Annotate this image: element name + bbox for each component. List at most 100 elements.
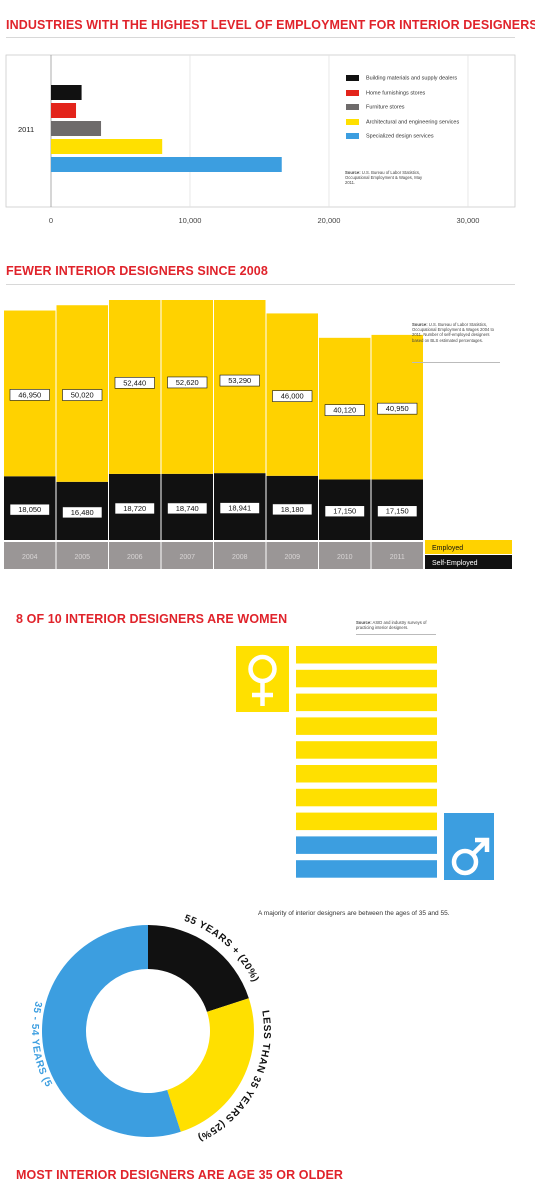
industries-bar [51, 139, 163, 154]
industries-bar [51, 103, 77, 118]
gender-source-rule [356, 634, 436, 635]
age-donut-slice [167, 998, 254, 1132]
employed-value-label: 40,950 [386, 404, 409, 413]
employed-label-box [324, 404, 365, 416]
employed-label-box [114, 377, 155, 389]
self-employed-value-label: 17,150 [333, 507, 356, 516]
age-label-35-54: 35 - 54 YEARS (55%) [0, 895, 54, 1089]
gender-pictogram [236, 646, 494, 880]
year-strip [161, 542, 213, 569]
age-note: A majority of interior designers are bet… [258, 910, 450, 917]
industries-title-rule [6, 37, 515, 38]
employment-source: Source: U.S. Bureau of Labor Statistics,… [412, 322, 495, 343]
year-strip [319, 542, 371, 569]
employment-chart-title: FEWER INTERIOR DESIGNERS SINCE 2008 [6, 264, 268, 278]
industries-legend-swatch [346, 89, 359, 96]
self-employed-label-box [324, 505, 365, 518]
self-employed-value-label: 18,720 [123, 504, 146, 513]
age-chart-title: MOST INTERIOR DESIGNERS ARE AGE 35 OR OL… [16, 1168, 344, 1182]
self-employed-label-box [62, 506, 103, 519]
employed-label-box [62, 389, 103, 401]
industries-legend-swatch [346, 118, 359, 125]
age-donut-chart: 55 YEARS + (20%)LESS THAN 35 YEARS (25%)… [0, 895, 271, 1143]
year-strip [371, 542, 423, 569]
industries-category-label: 2011 [18, 125, 34, 134]
year-strip [214, 542, 266, 569]
employed-value-label: 53,290 [228, 376, 251, 385]
employed-value-label: 50,020 [71, 391, 94, 400]
industries-legend-swatch [346, 104, 359, 110]
year-strip [109, 542, 161, 569]
self-employed-label-box [9, 503, 50, 516]
self-employed-label-box [272, 503, 313, 516]
industries-legend-label: Specialized design services [366, 133, 434, 140]
gender-source: Source: ASID and industry surveys of pra… [356, 620, 427, 631]
women-bar [296, 812, 437, 831]
women-bar [296, 717, 437, 735]
industries-x-tick-label: 0 [49, 216, 53, 225]
industries-legend-item: Furniture stores [346, 104, 405, 110]
industries-bar [51, 85, 82, 100]
male-symbol-icon [444, 813, 494, 880]
industries-legend-label: Home furnishings stores [366, 89, 426, 96]
employed-label-box [167, 376, 208, 389]
self-employed-legend-swatch [425, 555, 512, 569]
year-label: 2004 [22, 554, 38, 561]
industries-legend-swatch [346, 133, 359, 139]
year-label: 2008 [232, 554, 248, 561]
year-label: 2011 [390, 554, 405, 561]
women-bar [296, 646, 437, 664]
year-label: 2009 [284, 554, 300, 561]
employed-value-label: 40,120 [333, 406, 356, 415]
employed-label-box [272, 390, 313, 402]
industries-chart-frame [5, 54, 516, 208]
industries-x-tick-label: 20,000 [318, 216, 341, 225]
gender-chart-title: 8 OF 10 INTERIOR DESIGNERS ARE WOMEN [16, 612, 288, 626]
employed-value-label: 46,000 [281, 392, 304, 401]
self-employed-label-box [377, 505, 418, 518]
employment-source-rule [412, 362, 500, 363]
men-bar [296, 860, 437, 878]
self-employed-value-label: 18,740 [176, 504, 199, 513]
year-strip [56, 542, 108, 569]
industries-chart-title: INDUSTRIES WITH THE HIGHEST LEVEL OF EMP… [6, 18, 535, 32]
industries-x-tick-label: 10,000 [179, 216, 202, 225]
women-bar [296, 741, 437, 759]
industries-legend-swatch [346, 75, 359, 81]
year-label: 2010 [337, 554, 353, 561]
industries-x-tick-label: 30,000 [457, 216, 480, 225]
industries-bar-chart: 0 10,000 20,000 30,000 2011 [5, 54, 516, 225]
employed-value-label: 52,440 [123, 378, 146, 387]
industries-legend-label: Building materials and supply dealers [366, 75, 458, 82]
employed-legend-swatch [425, 540, 512, 554]
employment-stacked-bar-chart: 18,050 46,950 2004 16,480 50,020 2005 18,720 52… [4, 300, 512, 569]
self-employed-label-box [114, 502, 155, 515]
employed-value-label: 46,950 [18, 390, 41, 399]
self-employed-value-label: 18,180 [281, 505, 304, 514]
year-label: 2006 [127, 554, 143, 561]
industries-bar [51, 121, 102, 136]
self-employed-label-box [219, 502, 260, 514]
self-employed-label-box [167, 502, 208, 515]
year-strip [4, 542, 56, 569]
age-donut-slice [42, 925, 181, 1137]
employment-title-rule [6, 284, 515, 285]
industries-bar [51, 157, 282, 172]
self-employed-value-label: 17,150 [386, 507, 409, 516]
self-employed-value-label: 16,480 [71, 508, 94, 517]
year-label: 2007 [179, 554, 195, 561]
female-symbol-icon [236, 646, 289, 712]
year-label: 2005 [74, 554, 90, 561]
industries-legend-item: Building materials and supply dealers [346, 75, 457, 81]
men-bar [296, 836, 437, 854]
employed-legend-label: Employed [432, 545, 463, 552]
employed-value-label: 52,620 [176, 378, 199, 387]
women-bar [296, 765, 437, 783]
self-employed-legend-label: Self-Employed [432, 560, 478, 567]
industries-legend-label: Furniture stores [366, 104, 405, 111]
year-strip [266, 542, 318, 569]
employed-label-box [377, 402, 418, 415]
industries-legend-item: Home furnishings stores [346, 89, 426, 96]
women-bar [296, 693, 437, 712]
employed-label-box [9, 389, 50, 401]
